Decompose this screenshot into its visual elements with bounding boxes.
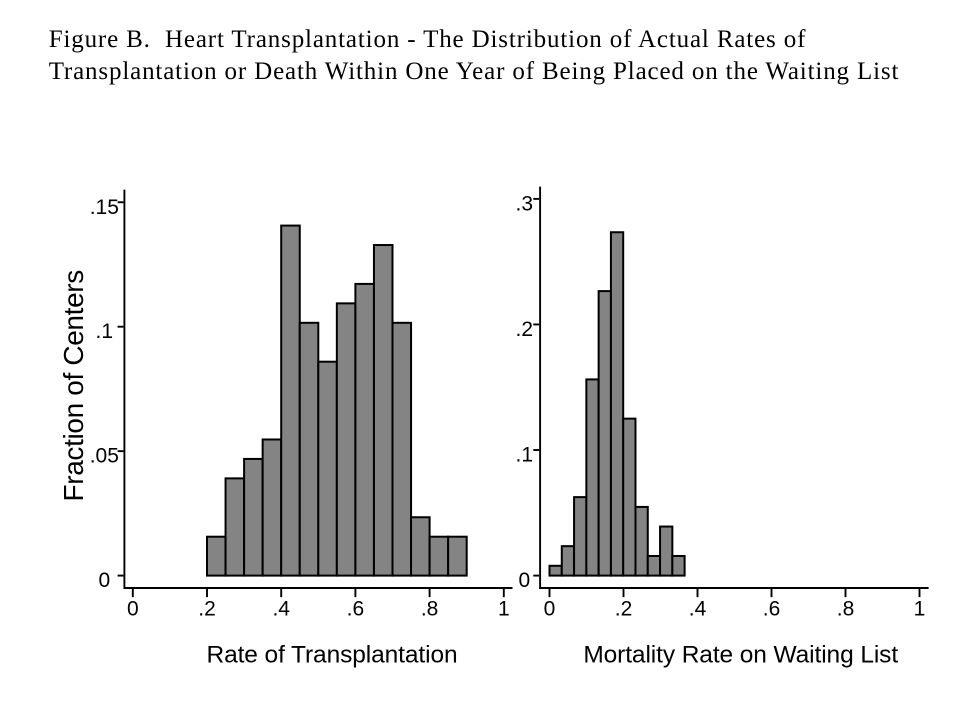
histogram-bar [659,525,674,577]
histogram-bar [622,417,637,577]
y-tick-label: 0 [98,569,110,592]
histogram-bar [428,535,450,577]
histogram-bar [206,535,227,577]
x-tick-label: 0 [544,598,556,621]
histogram-bar [447,535,468,577]
x-tick-label: .8 [421,598,439,621]
histogram-bar [280,224,301,577]
histogram-bar [597,290,612,577]
y-tick-label: .15 [90,196,119,219]
histogram-bar [560,545,576,577]
histogram-bar [410,516,431,577]
y-tick-label: 0 [518,569,530,592]
histogram-bar [671,554,686,577]
bars-layer [206,224,686,577]
y-tick-label: .1 [96,320,114,343]
y-tick-label: .2 [516,318,534,341]
x-tick-label: 1 [914,598,926,621]
histogram-bar [391,321,413,577]
histogram-bar [372,244,394,577]
figure-title-line2: Transplantation or Death Within One Year… [48,58,900,86]
x-tick-label: .4 [689,598,707,621]
y-axis-title: Fraction of Centers [58,270,89,501]
histogram-bar [243,457,264,577]
histogram-bar [646,554,662,577]
histogram-bar [317,360,338,577]
histogram-bar [548,564,563,577]
y-tick-label: .05 [90,445,119,468]
histogram-bar [335,302,357,577]
histogram-bar [261,438,283,577]
x-tick-label: .6 [763,598,781,621]
x-tick-label: .2 [615,598,633,621]
axes-layer [117,186,929,598]
histogram-bar [585,378,600,577]
x-tick-label: .2 [198,598,216,621]
x-tick-label: .8 [837,598,855,621]
x-tick-label: .4 [272,598,290,621]
figure-title-line1: Figure B. Heart Transplantation - The Di… [48,25,807,53]
histogram-bar [224,477,246,577]
tick-labels-layer: 0.05.1.150.2.4.6.8 10.1.2.30.2.4.6.8 1 [90,192,926,620]
histogram-bar [573,496,588,577]
y-tick-label: .1 [516,444,534,467]
x-tick-label: .6 [347,598,365,621]
x-axis-title-right: Mortality Rate on Waiting List [583,642,898,669]
x-tick-label: 0 [127,598,139,621]
histogram-bar [298,321,320,577]
histogram-bar [609,231,625,577]
x-tick-label: 1 [498,598,510,621]
y-tick-label: .3 [516,192,534,215]
x-axis-title-left: Rate of Transplantation [206,642,457,669]
histogram-bar [634,505,649,577]
figure-title: Figure B. Heart Transplantation - The Di… [49,24,900,89]
histogram-bar [354,282,375,577]
